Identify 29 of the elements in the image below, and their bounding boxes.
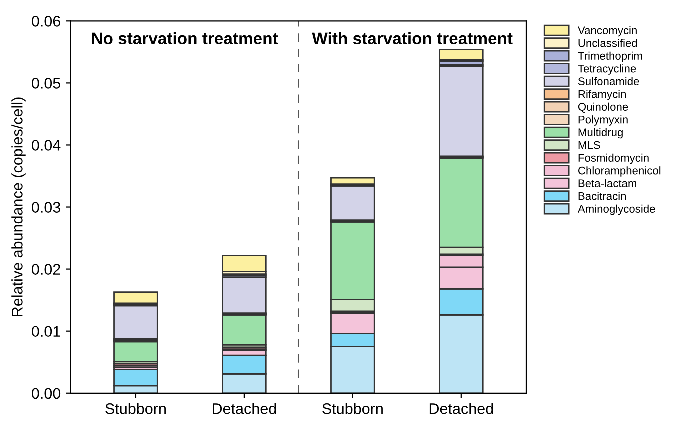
y-tick-label: 0.00 — [32, 388, 61, 400]
y-tick-label: 0.05 — [32, 78, 61, 89]
legend-label: Polymyxin — [578, 116, 628, 126]
legend-label: Vancomycin — [578, 26, 637, 37]
legend-label: MLS — [578, 141, 600, 150]
y-tick-label: 0.01 — [32, 326, 60, 338]
y-tick-label: 0.06 — [32, 16, 60, 27]
annotation: No starvation treatment — [92, 32, 278, 45]
y-axis-title: Relative abundance (copies/cell) — [12, 98, 26, 316]
x-tick-label: Detached — [213, 403, 276, 414]
x-tick-label: Detached — [430, 403, 494, 414]
legend-label: Beta-lactam — [578, 179, 636, 188]
legend-label: Tetracycline — [578, 64, 636, 75]
legend-label: Quinolone — [578, 102, 628, 113]
legend-label: Aminoglycoside — [578, 204, 656, 216]
legend-label: Sulfonamide — [578, 77, 640, 86]
legend-label: Trimethoprim — [578, 52, 642, 62]
legend-label: Rifamycin — [578, 90, 626, 100]
y-tick-label: 0.03 — [32, 202, 60, 213]
y-tick-label: 0.02 — [32, 264, 60, 275]
y-tick-label: 0.04 — [32, 140, 61, 151]
x-tick-label: Stubborn — [322, 403, 383, 414]
legend-label: Multidrug — [578, 128, 623, 139]
annotation: With starvation treatment — [312, 32, 513, 45]
legend-label: Fosmidomycin — [578, 154, 649, 164]
legend-label: Chloramphenicol — [578, 166, 661, 177]
x-tick-label: Stubborn — [106, 403, 166, 414]
legend-label: Unclassified — [578, 39, 638, 48]
legend-label: Bacitracin — [578, 192, 626, 200]
